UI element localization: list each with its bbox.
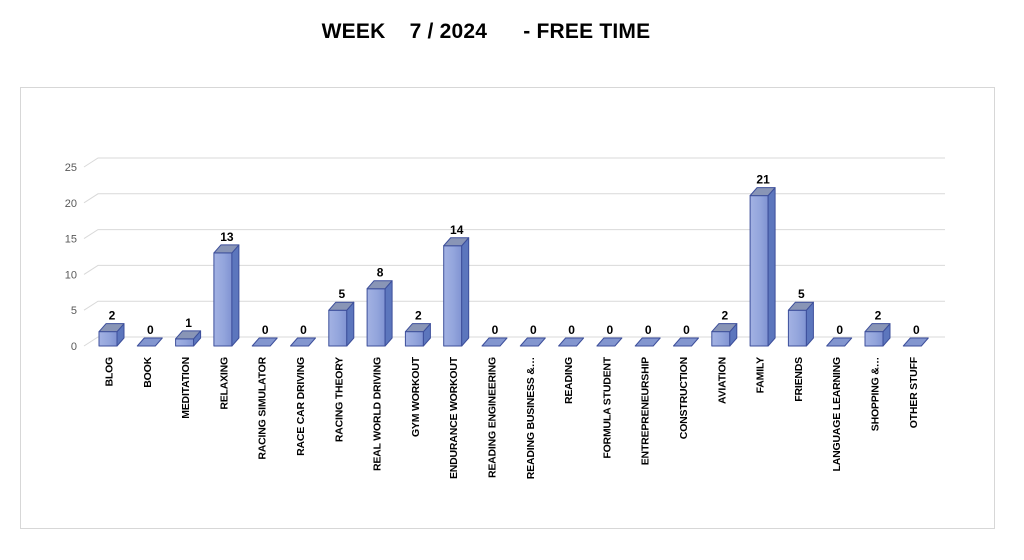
bar[interactable]: [749, 187, 776, 347]
y-tick-label: 15: [65, 234, 77, 246]
bar[interactable]: [902, 337, 929, 347]
y-tick-label: 25: [65, 162, 77, 174]
bar-value-label: 2: [875, 309, 882, 323]
bar-value-label: 1: [185, 316, 192, 330]
bar-value-label: 21: [756, 173, 770, 187]
y-tick-label: 5: [71, 305, 77, 317]
bar[interactable]: [98, 323, 125, 347]
bar-value-label: 0: [147, 323, 154, 337]
gridline: [83, 193, 945, 204]
gridline: [83, 336, 945, 347]
bar[interactable]: [596, 337, 623, 347]
category-label: RACE CAR DRIVING: [295, 357, 307, 456]
bar[interactable]: [673, 337, 699, 347]
bar-value-label: 13: [220, 230, 234, 244]
y-tick-label: 0: [71, 341, 77, 353]
bar-value-label: 0: [645, 323, 652, 337]
bar[interactable]: [481, 337, 508, 347]
category-label: AVIATION: [716, 357, 728, 404]
category-label: FORMULA STUDENT: [601, 356, 613, 458]
category-label: MEDITATION: [180, 357, 192, 419]
bar[interactable]: [175, 330, 202, 347]
gridline: [83, 157, 945, 168]
chart-title: WEEK 7 / 2024 - FREE TIME: [321, 20, 651, 43]
category-label: OTHER STUFF: [908, 356, 920, 428]
bar-value-label: 2: [415, 309, 422, 323]
bar[interactable]: [366, 280, 393, 347]
gridline: [83, 229, 945, 240]
category-label: BLOG: [104, 357, 116, 387]
category-label: FAMILY: [755, 357, 767, 394]
category-label: RACING THEORY: [333, 357, 345, 442]
y-tick-label: 20: [65, 198, 77, 210]
bar-chart-3d: 05101520252BLOG0BOOK1MEDITATION13RELAXIN…: [65, 157, 945, 479]
bar[interactable]: [711, 323, 738, 347]
bar-value-label: 2: [721, 309, 728, 323]
category-label: RACING SIMULATOR: [257, 356, 269, 459]
bar[interactable]: [634, 337, 661, 347]
gridline: [83, 264, 945, 275]
bar[interactable]: [826, 337, 853, 347]
bar-value-label: 0: [913, 323, 920, 337]
bar[interactable]: [558, 337, 585, 347]
bar[interactable]: [328, 301, 355, 347]
bar[interactable]: [251, 337, 278, 347]
gridline: [83, 300, 945, 311]
bar-value-label: 0: [530, 323, 537, 337]
category-label: BOOK: [142, 356, 154, 387]
bar-value-label: 2: [109, 309, 116, 323]
bar-value-label: 5: [798, 287, 805, 301]
category-label: ENTREPRENEURSHIP: [640, 357, 652, 465]
bar-value-label: 0: [300, 323, 307, 337]
category-label: CONSTRUCTION: [678, 357, 690, 439]
category-label: RELAXING: [218, 357, 230, 410]
category-label: FRIENDS: [793, 357, 805, 402]
bar[interactable]: [213, 244, 240, 347]
category-label: READING ENGINEERING: [487, 357, 499, 478]
bar-value-label: 0: [568, 323, 575, 337]
bar[interactable]: [443, 237, 470, 347]
bar[interactable]: [864, 323, 891, 347]
category-label: LANGUAGE LEARNING: [831, 357, 843, 471]
bar-value-label: 0: [492, 323, 499, 337]
bar[interactable]: [290, 337, 316, 347]
category-label: REAL WORLD DRIVING: [372, 357, 384, 471]
bar-value-label: 0: [607, 323, 614, 337]
bar[interactable]: [404, 323, 431, 347]
bar[interactable]: [136, 337, 163, 347]
bar[interactable]: [519, 337, 546, 347]
bar-value-label: 8: [377, 266, 384, 280]
bar-value-label: 14: [450, 223, 464, 237]
category-label: SHOPPING &…: [870, 357, 882, 431]
bar-value-label: 0: [262, 323, 269, 337]
category-label: GYM WORKOUT: [410, 356, 422, 437]
category-label: READING BUSINESS &…: [525, 357, 537, 479]
bar-value-label: 0: [683, 323, 690, 337]
chart-area[interactable]: 0 5 10 15 20 25 2 BLOG 0 BOOK 1 MEDITATION 13 RELAXIN…: [20, 87, 995, 529]
category-label: ENDURANCE WORKOUT: [448, 356, 460, 479]
bar-value-label: 5: [338, 287, 345, 301]
category-label: READING: [563, 357, 575, 404]
bar-value-label: 0: [836, 323, 843, 337]
bar[interactable]: [787, 301, 814, 347]
y-tick-label: 10: [65, 269, 77, 281]
